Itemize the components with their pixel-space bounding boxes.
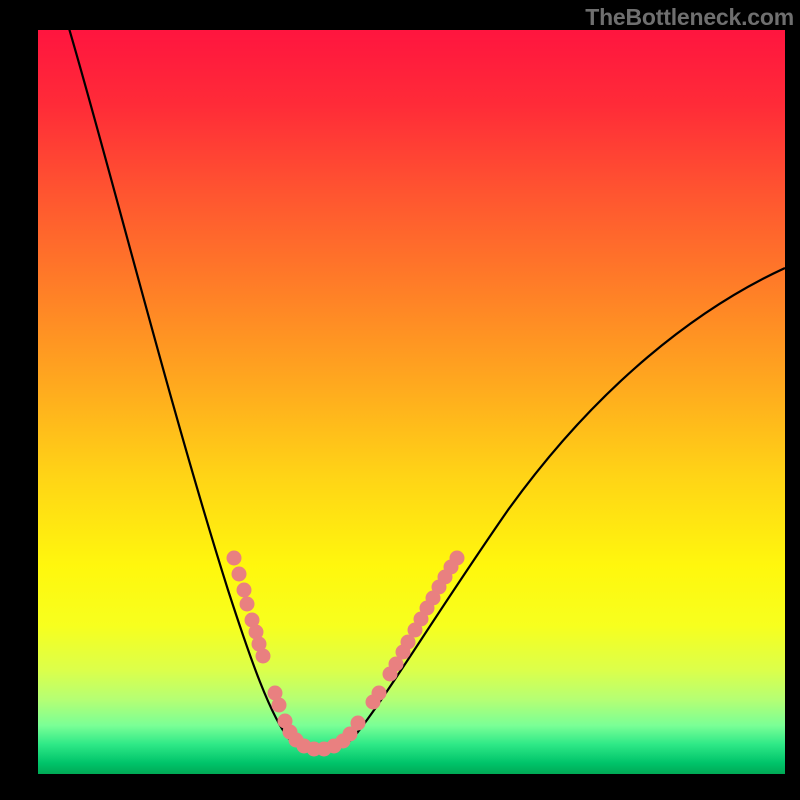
data-marker xyxy=(450,551,465,566)
data-marker xyxy=(240,597,255,612)
data-marker xyxy=(256,649,271,664)
bottleneck-chart xyxy=(38,30,785,774)
data-marker xyxy=(372,686,387,701)
data-marker xyxy=(227,551,242,566)
frame-border-left xyxy=(0,0,38,800)
data-marker xyxy=(272,698,287,713)
data-marker xyxy=(237,583,252,598)
gradient-background xyxy=(38,30,785,774)
data-marker xyxy=(351,716,366,731)
watermark-text: TheBottleneck.com xyxy=(585,4,794,31)
data-marker xyxy=(232,567,247,582)
frame-border-right xyxy=(785,0,800,800)
frame-border-bottom xyxy=(0,774,800,800)
